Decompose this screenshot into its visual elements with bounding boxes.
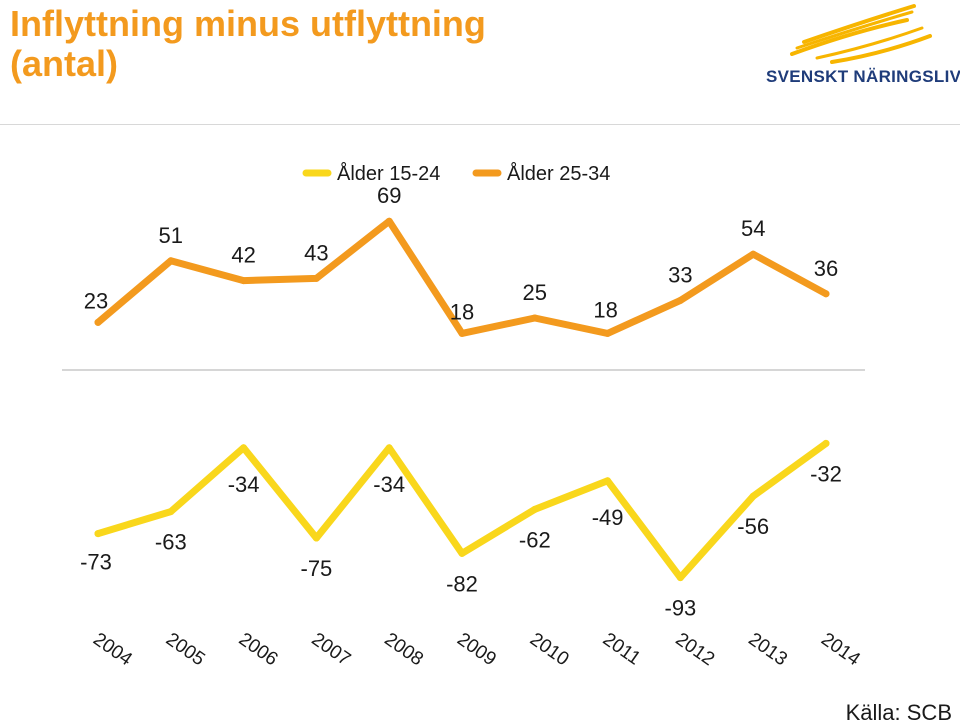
x-tick-label: 2011 — [599, 629, 645, 670]
x-tick-label: 2005 — [162, 629, 209, 670]
data-label: 42 — [231, 243, 255, 268]
source-note: Källa: SCB — [845, 700, 952, 725]
data-point — [749, 492, 757, 500]
x-tick-label: 2004 — [89, 629, 136, 671]
data-label: -34 — [373, 472, 405, 497]
svenskt-naringsliv-logo: SVENSKT NÄRINGSLIV — [762, 2, 960, 90]
data-point — [822, 290, 830, 298]
data-point — [312, 274, 320, 282]
data-point — [385, 444, 393, 452]
series-line-alder-15-24 — [94, 439, 830, 582]
x-tick-label: 2013 — [744, 629, 791, 670]
chart-title-line-1: Inflyttning minus utflyttning — [10, 3, 486, 44]
flame-stroke — [795, 10, 914, 50]
data-point — [94, 530, 102, 538]
data-label: 43 — [304, 240, 328, 265]
x-tick-label: 2012 — [672, 629, 719, 670]
data-point — [458, 549, 466, 557]
legend-label: Ålder 15-24 — [337, 162, 440, 185]
data-label: -93 — [665, 596, 697, 621]
x-tick-label: 2007 — [308, 629, 355, 670]
data-point — [749, 250, 757, 258]
data-label: 18 — [450, 299, 474, 324]
data-label: -56 — [737, 514, 769, 539]
data-point — [531, 505, 539, 513]
data-label: -63 — [155, 530, 187, 555]
data-point — [531, 314, 539, 322]
header-divider — [0, 124, 960, 125]
data-label: -32 — [810, 461, 842, 486]
data-point — [604, 329, 612, 337]
data-label: 54 — [741, 216, 765, 241]
data-point — [458, 329, 466, 337]
data-label: -49 — [592, 505, 624, 530]
data-label: -82 — [446, 571, 478, 596]
data-point — [240, 444, 248, 452]
x-tick-label: 2009 — [453, 629, 500, 670]
data-label: -62 — [519, 527, 551, 552]
data-point — [604, 477, 612, 485]
data-label: 36 — [814, 256, 838, 281]
chart-title: Inflyttning minus utflyttning (antal) — [10, 4, 630, 84]
flame-stroke — [830, 34, 932, 64]
flame-logo-icon — [790, 4, 932, 64]
chart-title-line-2: (antal) — [10, 43, 118, 84]
data-label: 33 — [668, 262, 692, 287]
data-point — [312, 534, 320, 542]
data-point — [676, 574, 684, 582]
flame-stroke — [790, 18, 909, 56]
data-point — [822, 439, 830, 447]
data-point — [240, 277, 248, 285]
data-label: 25 — [523, 280, 547, 305]
data-label: 69 — [377, 183, 401, 208]
data-label: -73 — [80, 550, 112, 575]
x-tick-label: 2014 — [817, 629, 864, 671]
flame-stroke — [802, 4, 916, 44]
data-label: -34 — [228, 472, 260, 497]
data-label: 51 — [159, 223, 183, 248]
data-point — [385, 217, 393, 225]
data-label: 18 — [593, 297, 617, 322]
data-label: 23 — [84, 288, 108, 313]
flame-stroke — [815, 26, 924, 60]
x-tick-label: 2010 — [526, 629, 573, 670]
legend-label: Ålder 25-34 — [507, 162, 610, 185]
x-tick-label: 2006 — [235, 629, 282, 670]
logo-text: SVENSKT NÄRINGSLIV — [766, 67, 960, 86]
data-point — [167, 257, 175, 265]
data-point — [167, 508, 175, 516]
data-label: -75 — [301, 556, 333, 581]
x-tick-label: 2008 — [380, 629, 427, 670]
data-point — [94, 318, 102, 326]
data-point — [676, 296, 684, 304]
